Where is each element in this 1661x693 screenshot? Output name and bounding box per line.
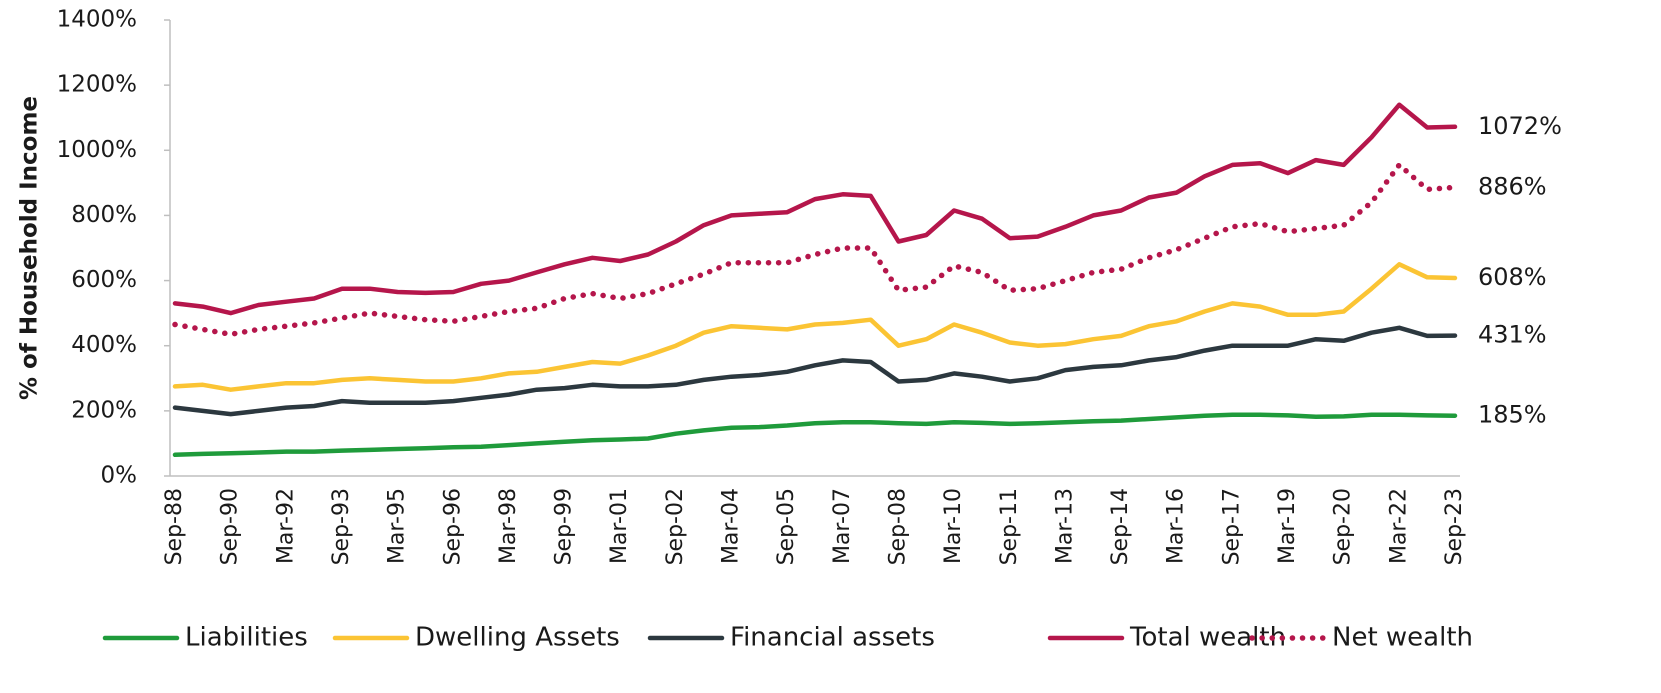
x-tick-label: Mar-16 — [1164, 488, 1189, 564]
x-tick-label: Sep-05 — [774, 488, 799, 565]
y-tick-label: 200% — [71, 397, 137, 423]
end-label: 886% — [1478, 172, 1547, 200]
y-tick-label: 600% — [71, 267, 137, 293]
y-tick-label: 1000% — [57, 137, 137, 163]
series-line — [172, 102, 1458, 316]
x-tick-label: Mar-98 — [496, 488, 521, 564]
legend-label: Liabilities — [185, 623, 308, 653]
x-tick-label: Mar-92 — [273, 488, 298, 564]
legend-label: Net wealth — [1332, 623, 1473, 653]
end-label: 608% — [1478, 263, 1547, 291]
x-tick-label: Sep-23 — [1442, 488, 1467, 565]
x-tick-label: Mar-10 — [941, 488, 966, 564]
series-line — [172, 325, 1458, 417]
x-tick-label: Sep-17 — [1219, 488, 1244, 565]
y-tick-label: 1200% — [57, 72, 137, 98]
x-tick-label: Sep-20 — [1331, 488, 1356, 565]
x-tick-label: Sep-11 — [997, 488, 1022, 565]
legend-label: Dwelling Assets — [415, 623, 620, 653]
x-tick-label: Sep-02 — [663, 488, 688, 565]
y-tick-label: 400% — [71, 332, 137, 358]
x-tick-label: Mar-01 — [607, 488, 632, 564]
end-label: 1072% — [1478, 112, 1562, 140]
y-tick-label: 1400% — [57, 7, 137, 33]
x-tick-label: Mar-22 — [1386, 488, 1411, 564]
legend-label: Financial assets — [730, 623, 935, 653]
y-tick-label: 0% — [101, 463, 138, 489]
end-label: 185% — [1478, 401, 1547, 429]
x-tick-label: Sep-90 — [218, 488, 243, 565]
y-tick-label: 800% — [71, 202, 137, 228]
series-line — [172, 412, 1458, 458]
end-label: 431% — [1478, 321, 1547, 349]
x-tick-label: Sep-93 — [329, 488, 354, 565]
x-tick-label: Mar-13 — [1052, 488, 1077, 564]
x-tick-label: Sep-14 — [1108, 488, 1133, 565]
x-tick-label: Sep-99 — [552, 488, 577, 565]
series-line — [172, 262, 1458, 392]
x-tick-label: Sep-08 — [885, 488, 910, 565]
x-tick-label: Sep-88 — [162, 488, 187, 565]
x-tick-label: Mar-19 — [1275, 488, 1300, 564]
x-tick-label: Mar-04 — [719, 488, 744, 564]
x-tick-label: Mar-07 — [830, 488, 855, 564]
x-tick-label: Sep-96 — [440, 488, 465, 565]
y-axis-title: % of Household Income — [17, 96, 43, 400]
x-tick-label: Mar-95 — [385, 488, 410, 564]
